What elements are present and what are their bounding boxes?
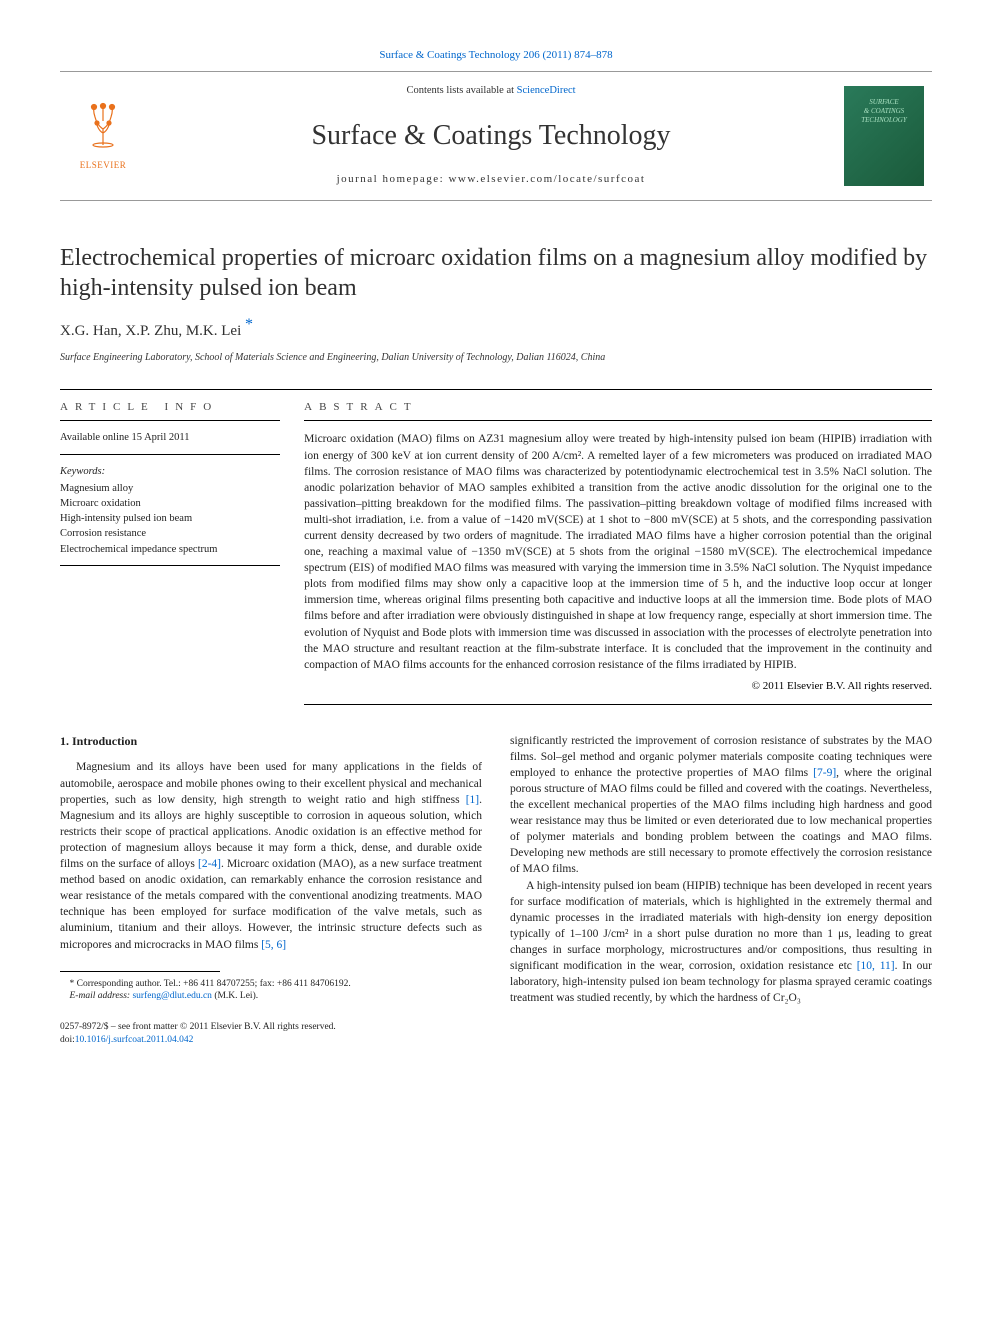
- citation-link[interactable]: [2-4]: [198, 858, 221, 870]
- journal-homepage: journal homepage: www.elsevier.com/locat…: [138, 172, 844, 187]
- doi-prefix: doi:: [60, 1035, 75, 1045]
- body-text: Magnesium and its alloys have been used …: [60, 761, 482, 805]
- corresponding-author-footnote: * Corresponding author. Tel.: +86 411 84…: [60, 978, 482, 991]
- elsevier-logo: ELSEVIER: [68, 96, 138, 176]
- intro-paragraph-2: A high-intensity pulsed ion beam (HIPIB)…: [510, 878, 932, 1007]
- sciencedirect-link[interactable]: ScienceDirect: [517, 85, 576, 96]
- doi-line: doi:10.1016/j.surfcoat.2011.04.042: [60, 1034, 482, 1047]
- article-info-heading: ARTICLE INFO: [60, 390, 280, 422]
- body-columns: 1. Introduction Magnesium and its alloys…: [60, 733, 932, 1047]
- email-label: E-mail address:: [70, 991, 133, 1001]
- corresponding-author-mark[interactable]: *: [245, 316, 253, 333]
- keyword: Microarc oxidation: [60, 496, 280, 511]
- contents-line: Contents lists available at ScienceDirec…: [138, 84, 844, 98]
- journal-banner: ELSEVIER Contents lists available at Sci…: [60, 71, 932, 201]
- email-link[interactable]: surfeng@dlut.edu.cn: [132, 991, 211, 1001]
- introduction-heading: 1. Introduction: [60, 733, 482, 750]
- keywords-list: Magnesium alloy Microarc oxidation High-…: [60, 481, 280, 566]
- citation-link[interactable]: [1]: [466, 794, 479, 806]
- contents-prefix: Contents lists available at: [406, 85, 516, 96]
- intro-paragraph-1: Magnesium and its alloys have been used …: [60, 759, 482, 952]
- footnote-line-1: * Corresponding author. Tel.: +86 411 84…: [70, 979, 351, 989]
- footnote-separator: [60, 971, 220, 972]
- cover-line-3: TECHNOLOGY: [861, 116, 907, 125]
- article-info-column: ARTICLE INFO Available online 15 April 2…: [60, 390, 304, 705]
- journal-cover-thumbnail: SURFACE & COATINGS TECHNOLOGY: [844, 86, 924, 186]
- front-matter-line: 0257-8972/$ – see front matter © 2011 El…: [60, 1021, 482, 1034]
- info-abstract-row: ARTICLE INFO Available online 15 April 2…: [60, 389, 932, 705]
- body-text: . Microarc oxidation (MAO), as a new sur…: [60, 858, 482, 950]
- citation-link[interactable]: [10, 11]: [857, 960, 895, 972]
- citation-link[interactable]: Surface & Coatings Technology 206 (2011)…: [379, 49, 612, 61]
- body-text: A high-intensity pulsed ion beam (HIPIB)…: [510, 880, 932, 972]
- abstract-copyright: © 2011 Elsevier B.V. All rights reserved…: [304, 679, 932, 705]
- email-suffix: (M.K. Lei).: [212, 991, 258, 1001]
- cover-line-2: & COATINGS: [864, 107, 904, 116]
- keyword: Magnesium alloy: [60, 481, 280, 496]
- email-footnote: E-mail address: surfeng@dlut.edu.cn (M.K…: [60, 990, 482, 1003]
- citation-link[interactable]: [7-9]: [813, 767, 836, 779]
- page-footer: 0257-8972/$ – see front matter © 2011 El…: [60, 1021, 482, 1047]
- keyword: Electrochemical impedance spectrum: [60, 542, 280, 557]
- elsevier-label: ELSEVIER: [80, 159, 127, 171]
- body-text: , where the original porous structure of…: [510, 767, 932, 876]
- journal-name: Surface & Coatings Technology: [138, 117, 844, 155]
- keyword: High-intensity pulsed ion beam: [60, 511, 280, 526]
- keyword: Corrosion resistance: [60, 526, 280, 541]
- intro-paragraph-1-cont: significantly restricted the improvement…: [510, 733, 932, 878]
- banner-center: Contents lists available at ScienceDirec…: [138, 84, 844, 187]
- citation-header: Surface & Coatings Technology 206 (2011)…: [60, 48, 932, 63]
- availability-date: Available online 15 April 2011: [60, 431, 280, 454]
- page-container: Surface & Coatings Technology 206 (2011)…: [0, 0, 992, 1087]
- body-column-left: 1. Introduction Magnesium and its alloys…: [60, 733, 482, 1047]
- citation-link[interactable]: [5, 6]: [261, 939, 286, 951]
- abstract-heading: ABSTRACT: [304, 390, 932, 422]
- keywords-heading: Keywords:: [60, 465, 280, 479]
- authors-line: X.G. Han, X.P. Zhu, M.K. Lei *: [60, 321, 932, 341]
- abstract-column: ABSTRACT Microarc oxidation (MAO) films …: [304, 390, 932, 705]
- elsevier-tree-icon: [79, 101, 127, 157]
- affiliation: Surface Engineering Laboratory, School o…: [60, 351, 932, 365]
- abstract-text: Microarc oxidation (MAO) films on AZ31 m…: [304, 431, 932, 672]
- article-title: Electrochemical properties of microarc o…: [60, 243, 932, 303]
- cover-line-1: SURFACE: [869, 98, 898, 107]
- body-column-right: significantly restricted the improvement…: [510, 733, 932, 1047]
- doi-link[interactable]: 10.1016/j.surfcoat.2011.04.042: [75, 1035, 194, 1045]
- authors-names: X.G. Han, X.P. Zhu, M.K. Lei: [60, 323, 245, 339]
